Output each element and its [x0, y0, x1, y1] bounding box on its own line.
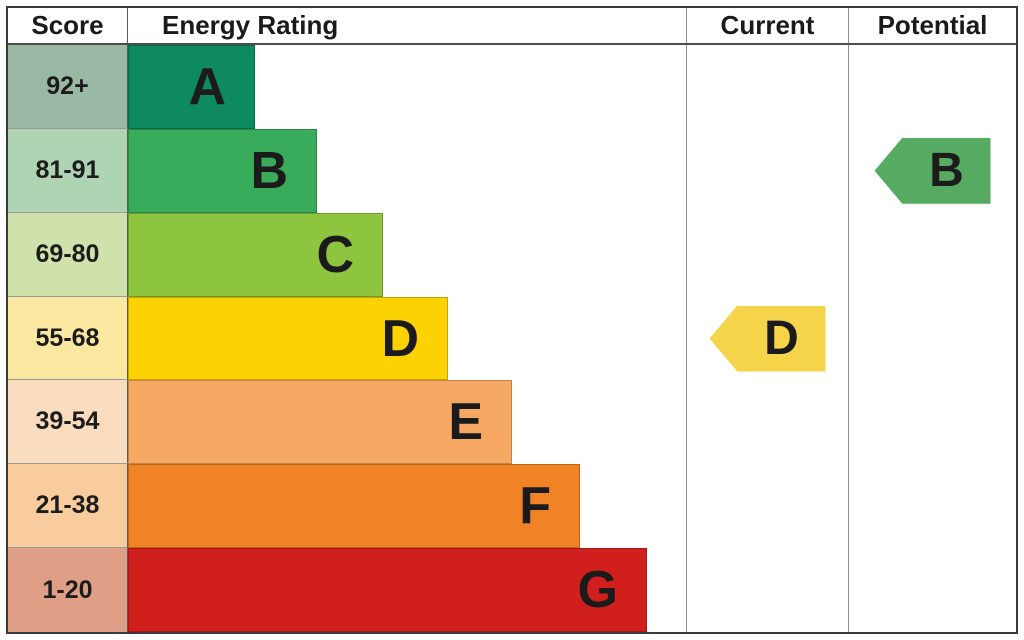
energy-band-cell: E	[128, 380, 686, 465]
band-letter: A	[188, 57, 226, 116]
score-range-cell: 81-91	[8, 128, 128, 213]
potential-rating-cell	[848, 296, 1016, 381]
rating-row: 1-20 G	[8, 548, 1016, 633]
header-current: Current	[686, 8, 848, 43]
potential-rating-cell	[848, 212, 1016, 297]
energy-band-cell: C	[128, 212, 686, 297]
rating-rows: 92+ A 81-91 B B 69-80 C	[8, 45, 1016, 633]
rating-row: 39-54 E	[8, 380, 1016, 465]
score-range-cell: 21-38	[8, 464, 128, 549]
energy-band-bar-e: E	[128, 380, 512, 465]
epc-rating-chart: Score Energy Rating Current Potential 92…	[6, 6, 1018, 634]
potential-rating-cell	[848, 464, 1016, 549]
energy-band-bar-f: F	[128, 464, 580, 549]
rating-row: 55-68 D D	[8, 296, 1016, 381]
score-range-cell: 69-80	[8, 212, 128, 297]
potential-rating-cell	[848, 548, 1016, 633]
current-rating-cell	[686, 464, 848, 549]
header-score: Score	[8, 8, 128, 43]
header-energy-rating: Energy Rating	[162, 10, 339, 40]
score-range-label: 55-68	[35, 323, 100, 352]
score-range-cell: 92+	[8, 45, 128, 129]
rating-row: 21-38 F	[8, 464, 1016, 549]
rating-row: 92+ A	[8, 45, 1016, 129]
energy-band-cell: B	[128, 128, 686, 213]
energy-band-bar-c: C	[128, 212, 383, 297]
current-rating-cell	[686, 45, 848, 129]
band-letter: C	[316, 225, 354, 284]
band-letter: F	[519, 477, 551, 536]
score-range-cell: 39-54	[8, 380, 128, 465]
energy-band-bar-b: B	[128, 128, 317, 213]
band-letter: G	[577, 561, 618, 620]
current-rating-cell	[686, 380, 848, 465]
table-header: Score Energy Rating Current Potential	[8, 8, 1016, 45]
current-rating-cell	[686, 212, 848, 297]
rating-row: 81-91 B B	[8, 128, 1016, 213]
energy-band-bar-g: G	[128, 548, 647, 633]
header-potential: Potential	[848, 8, 1016, 43]
current-rating-cell	[686, 548, 848, 633]
score-range-label: 81-91	[35, 155, 100, 184]
score-range-label: 92+	[46, 71, 89, 100]
current-rating-arrow: D	[709, 305, 826, 372]
energy-band-cell: G	[128, 548, 686, 633]
score-range-label: 1-20	[42, 575, 93, 604]
band-letter: D	[381, 309, 419, 368]
rating-arrow-letter: D	[764, 311, 799, 365]
score-range-label: 39-54	[35, 407, 100, 436]
score-range-cell: 1-20	[8, 548, 128, 633]
score-range-label: 69-80	[35, 239, 100, 268]
score-range-label: 21-38	[35, 491, 100, 520]
energy-band-cell: A	[128, 45, 686, 129]
current-rating-cell: D	[686, 296, 848, 381]
rating-row: 69-80 C	[8, 212, 1016, 297]
potential-rating-cell: B	[848, 128, 1016, 213]
potential-rating-cell	[848, 380, 1016, 465]
current-rating-cell	[686, 128, 848, 213]
energy-band-bar-d: D	[128, 296, 448, 381]
energy-band-cell: D	[128, 296, 686, 381]
energy-band-bar-a: A	[128, 45, 255, 129]
band-letter: E	[448, 393, 483, 452]
potential-rating-arrow: B	[874, 137, 991, 204]
score-range-cell: 55-68	[8, 296, 128, 381]
rating-arrow-letter: B	[929, 143, 964, 197]
potential-rating-cell	[848, 45, 1016, 129]
band-letter: B	[250, 141, 288, 200]
energy-band-cell: F	[128, 464, 686, 549]
